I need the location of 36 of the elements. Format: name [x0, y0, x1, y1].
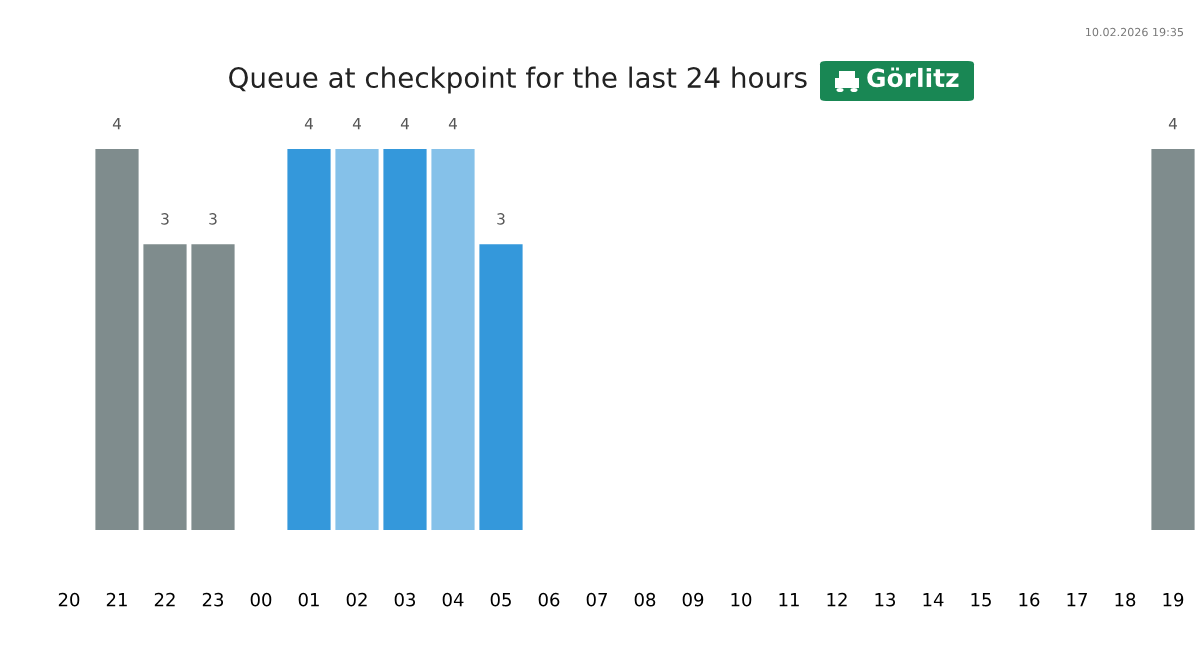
- x-tick-label: 16: [1019, 592, 1040, 607]
- x-tick-label: 20: [58, 592, 80, 607]
- data-label: 4: [1168, 118, 1177, 130]
- text: 10.02.2026 19:35: [1086, 27, 1184, 37]
- x-tick-label: 11: [779, 593, 799, 607]
- x-tick-label: 17: [1067, 593, 1087, 607]
- x-tick-label: 12: [827, 592, 847, 607]
- data-label: 4: [304, 118, 313, 130]
- data-label: 4: [400, 118, 409, 130]
- x-tick-label: 05: [490, 592, 511, 607]
- x-tick-label: 23: [202, 592, 224, 607]
- x-tick-label: 19: [1163, 592, 1184, 607]
- x-tick-label: 07: [586, 592, 607, 607]
- x-tick-label: 06: [538, 592, 560, 607]
- x-tick-label: 22: [154, 592, 175, 607]
- x-tick-label: 03: [394, 592, 416, 607]
- data-label: 4: [448, 118, 457, 130]
- x-tick-label: 10: [731, 592, 752, 607]
- x-tick-label: 14: [923, 593, 944, 607]
- x-tick-label: 00: [250, 592, 272, 607]
- chart-subtitle: Görlitz: [867, 67, 959, 88]
- data-label: 3: [497, 213, 505, 225]
- data-label: 4: [112, 118, 121, 130]
- data-label: 3: [161, 213, 169, 225]
- x-tick-label: 21: [106, 592, 127, 607]
- data-label: 4: [352, 118, 361, 130]
- x-tick-label: 15: [971, 593, 991, 607]
- x-tick-label: 04: [442, 592, 464, 607]
- data-label: 3: [209, 213, 217, 225]
- x-tick-label: 02: [346, 592, 367, 607]
- x-tick-label: 13: [875, 592, 896, 607]
- x-tick-label: 01: [298, 592, 319, 607]
- x-tick-label: 18: [1115, 592, 1136, 607]
- x-tick-label: 08: [634, 592, 656, 607]
- x-tick-label: 09: [682, 592, 704, 607]
- chart-title: Queue at checkpoint for the last 24 hours: [229, 66, 807, 94]
